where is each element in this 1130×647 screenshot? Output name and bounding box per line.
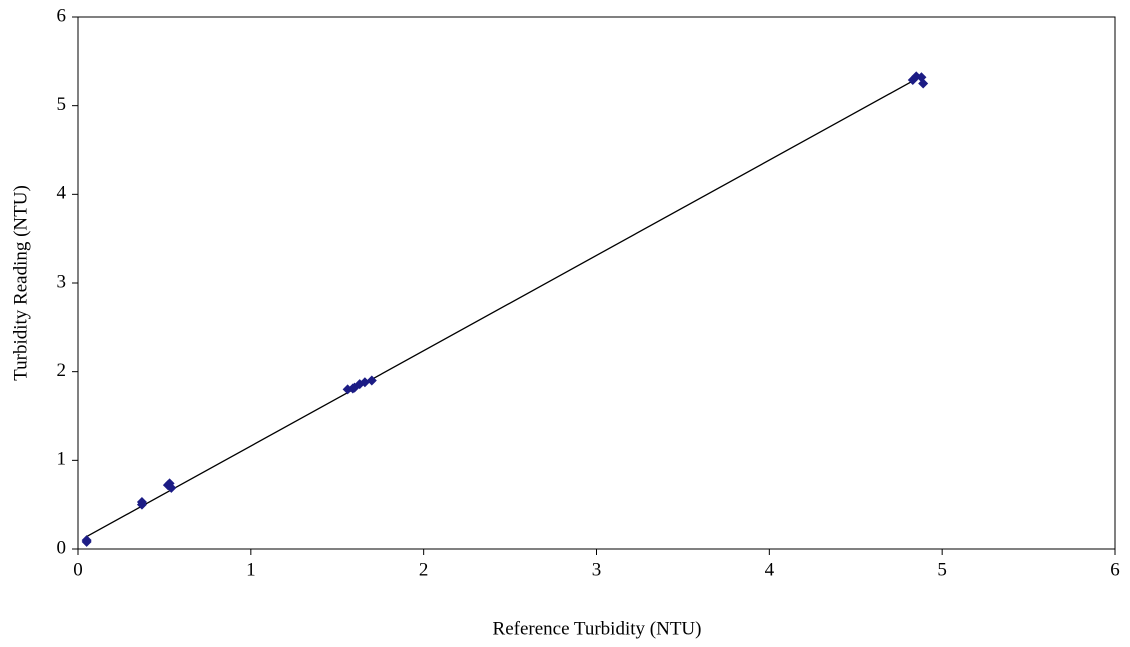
x-tick-label: 2 [419, 559, 429, 580]
x-axis-title: Reference Turbidity (NTU) [493, 618, 702, 639]
data-point [366, 375, 377, 386]
x-tick-label: 0 [73, 559, 83, 580]
y-tick-label: 5 [57, 94, 67, 115]
data-point [81, 535, 92, 546]
x-tick-label: 6 [1110, 559, 1120, 580]
data-point [166, 482, 177, 493]
x-tick-label: 1 [246, 559, 256, 580]
y-axis-title: Turbidity Reading (NTU) [10, 185, 31, 381]
y-tick-label: 1 [57, 449, 67, 470]
data-point [918, 78, 929, 89]
plot-area [77, 16, 1116, 550]
y-tick-label: 3 [57, 271, 67, 292]
y-tick-label: 2 [57, 360, 67, 381]
y-tick-label: 4 [57, 183, 67, 204]
x-tick-label: 3 [592, 559, 602, 580]
y-tick-label: 6 [57, 5, 67, 26]
trend-line [86, 78, 917, 538]
data-point [359, 377, 370, 388]
x-tick-label: 4 [765, 559, 775, 580]
data-point [136, 497, 147, 508]
y-tick-label: 0 [57, 537, 67, 558]
x-tick-label: 5 [937, 559, 947, 580]
